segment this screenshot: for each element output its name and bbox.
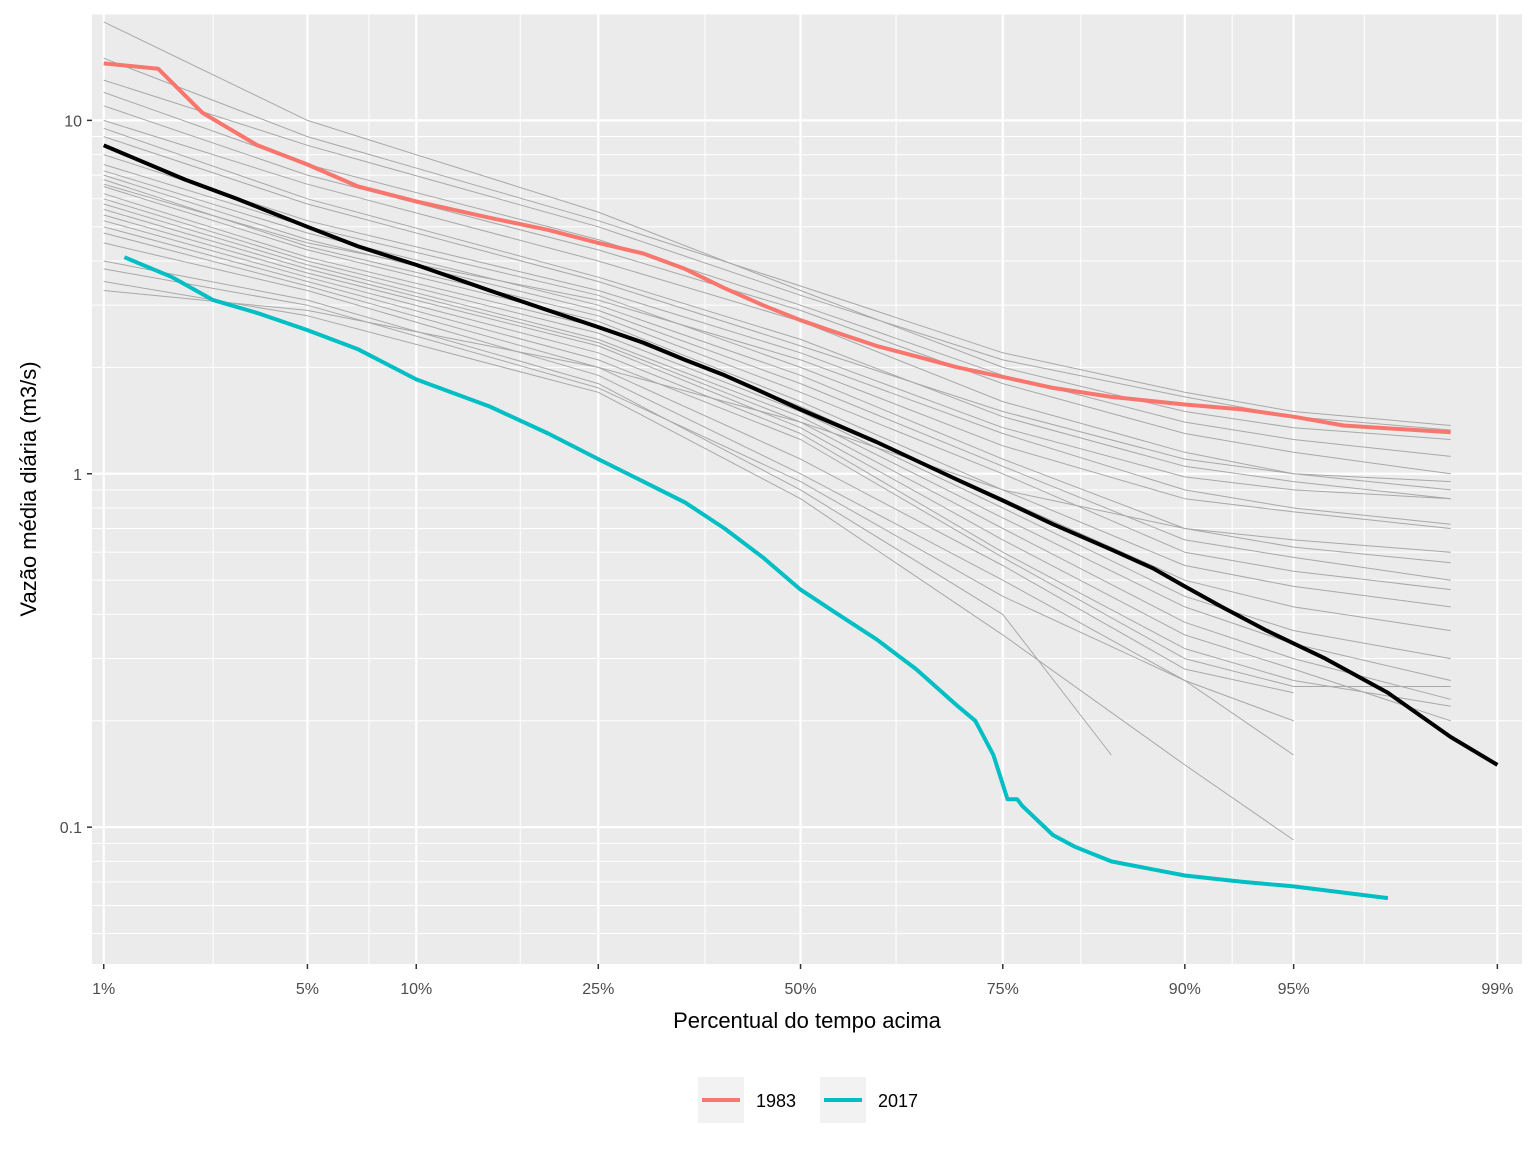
background-series-line-5 — [103, 127, 1451, 500]
y-tick-label-2: 10 — [64, 113, 82, 130]
background-series-line-16 — [103, 214, 1451, 722]
legend: 1983 2017 — [698, 1077, 918, 1123]
background-series-line-19 — [103, 232, 1294, 694]
background-series-line-25 — [103, 136, 1451, 483]
y-axis-ticks: 0.1 1 10 — [60, 113, 92, 837]
y-tick-label-0: 0.1 — [60, 820, 82, 837]
x-tick-label-0: 1% — [92, 981, 115, 998]
x-tick-label-1: 5% — [296, 981, 319, 998]
x-tick-label-8: 99% — [1481, 981, 1513, 998]
legend-label-2017: 2017 — [878, 1091, 918, 1111]
x-tick-label-7: 95% — [1278, 981, 1310, 998]
background-series-line-13 — [103, 198, 1451, 660]
x-tick-label-6: 90% — [1169, 981, 1201, 998]
x-tick-label-3: 25% — [582, 981, 614, 998]
x-tick-label-4: 50% — [785, 981, 817, 998]
background-series-line-18 — [103, 226, 1451, 687]
background-series-line-4 — [103, 119, 1451, 491]
x-tick-label-5: 75% — [987, 981, 1019, 998]
background-series-line-26 — [103, 183, 1451, 525]
background-series-line-9 — [103, 174, 1451, 581]
series-line-2 — [102, 143, 1499, 767]
background-series-line-10 — [103, 179, 1451, 591]
series-line-1983 — [103, 61, 1451, 435]
legend-item-1983: 1983 — [698, 1077, 796, 1123]
background-series-line-23 — [103, 281, 1294, 841]
series-line-2017 — [123, 255, 1389, 901]
background-series-line-2 — [103, 91, 1451, 457]
x-axis-ticks: 1% 5% 10% 25% 50% 75% 90% 95% 99% — [92, 964, 1513, 998]
background-series-line-22 — [103, 268, 1294, 756]
background-series-line-6 — [103, 154, 1451, 500]
legend-item-2017: 2017 — [820, 1077, 918, 1123]
background-series-line-0 — [103, 57, 1451, 426]
x-axis-title: Percentual do tempo acima — [673, 1008, 942, 1033]
background-series-line-17 — [103, 220, 1451, 707]
background-series-line-15 — [103, 208, 1451, 700]
background-series-line-27 — [103, 21, 1451, 440]
y-tick-label-1: 1 — [73, 467, 82, 484]
background-series-line-7 — [103, 164, 1451, 529]
y-axis-title: Vazão média diária (m3/s) — [16, 361, 41, 616]
legend-label-1983: 1983 — [756, 1091, 796, 1111]
background-series-line-21 — [103, 260, 1112, 756]
x-tick-label-2: 10% — [400, 981, 432, 998]
background-series-line-11 — [103, 186, 1451, 608]
major-gridlines — [92, 14, 1522, 964]
background-series-line-14 — [103, 203, 1451, 681]
main-series-lines — [102, 61, 1499, 901]
background-series-line-24 — [103, 290, 1451, 553]
